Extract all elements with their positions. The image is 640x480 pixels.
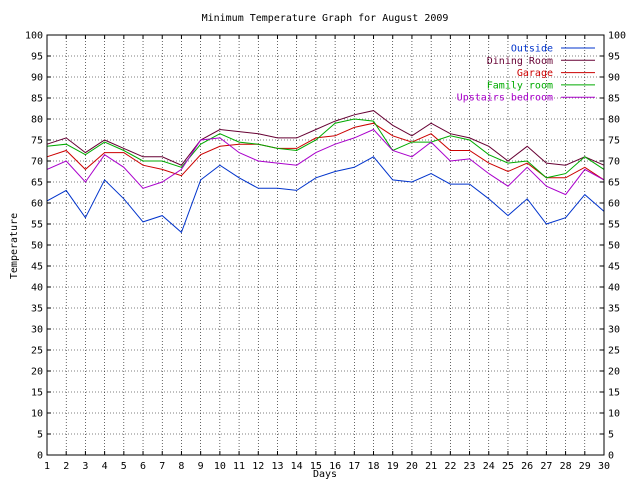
y-tick-label-right: 90 — [608, 73, 620, 84]
y-tick-label-left: 50 — [31, 241, 43, 252]
y-tick-label-left: 15 — [31, 388, 43, 399]
y-tick-label-left: 100 — [25, 31, 43, 42]
y-tick-label-left: 90 — [31, 73, 43, 84]
y-tick-label-left: 25 — [31, 346, 43, 357]
y-tick-label-left: 65 — [31, 178, 43, 189]
y-tick-label-left: 30 — [31, 325, 43, 336]
x-tick-label: 4 — [102, 461, 108, 472]
legend-label-family-room: Family room — [487, 80, 553, 91]
x-tick-label: 22 — [444, 461, 456, 472]
x-tick-label: 9 — [198, 461, 204, 472]
x-tick-label: 21 — [425, 461, 437, 472]
y-tick-label-left: 40 — [31, 283, 43, 294]
y-tick-label-right: 65 — [608, 178, 620, 189]
y-tick-label-right: 10 — [608, 409, 620, 420]
x-tick-label: 25 — [502, 461, 514, 472]
x-tick-label: 14 — [291, 461, 303, 472]
x-tick-label: 7 — [159, 461, 165, 472]
y-tick-label-right: 45 — [608, 262, 620, 273]
legend-label-outside: Outside — [511, 44, 553, 55]
y-tick-label-right: 100 — [608, 31, 626, 42]
series-line-dining-room — [46, 110, 605, 166]
x-tick-label: 11 — [233, 461, 245, 472]
series-line-upstairs-bedroom — [46, 128, 605, 196]
y-tick-label-right: 30 — [608, 325, 620, 336]
x-tick-label: 17 — [348, 461, 360, 472]
x-tick-label: 18 — [367, 461, 379, 472]
y-tick-label-right: 75 — [608, 136, 620, 147]
y-tick-label-left: 5 — [37, 430, 43, 441]
y-tick-label-right: 70 — [608, 157, 620, 168]
x-tick-label: 3 — [82, 461, 88, 472]
x-tick-label: 2 — [63, 461, 69, 472]
y-tick-label-right: 55 — [608, 220, 620, 231]
y-tick-label-left: 45 — [31, 262, 43, 273]
x-tick-label: 12 — [252, 461, 264, 472]
chart-title: Minimum Temperature Graph for August 200… — [202, 13, 449, 24]
x-tick-label: 26 — [521, 461, 533, 472]
y-tick-label-right: 25 — [608, 346, 620, 357]
y-tick-label-left: 35 — [31, 304, 43, 315]
x-tick-label: 10 — [214, 461, 226, 472]
series-line-family-room — [46, 118, 605, 179]
y-tick-label-right: 20 — [608, 367, 620, 378]
y-tick-label-left: 70 — [31, 157, 43, 168]
x-tick-label: 23 — [464, 461, 476, 472]
y-tick-label-left: 85 — [31, 94, 43, 105]
legend-label-dining-room: Dining Room — [487, 56, 553, 67]
x-tick-label: 24 — [483, 461, 495, 472]
y-tick-label-right: 50 — [608, 241, 620, 252]
y-tick-label-right: 80 — [608, 115, 620, 126]
y-tick-label-left: 20 — [31, 367, 43, 378]
y-tick-label-right: 15 — [608, 388, 620, 399]
y-tick-label-left: 60 — [31, 199, 43, 210]
x-tick-label: 1 — [44, 461, 50, 472]
x-tick-label: 28 — [560, 461, 572, 472]
y-tick-label-left: 55 — [31, 220, 43, 231]
y-tick-label-right: 0 — [608, 451, 614, 462]
x-axis-label: Days — [313, 469, 337, 480]
y-tick-label-left: 75 — [31, 136, 43, 147]
y-tick-label-right: 60 — [608, 199, 620, 210]
y-tick-label-right: 40 — [608, 283, 620, 294]
plot-frame — [46, 34, 605, 456]
x-tick-label: 6 — [140, 461, 146, 472]
x-tick-label: 5 — [121, 461, 127, 472]
y-tick-label-right: 5 — [608, 430, 614, 441]
x-tick-label: 15 — [310, 461, 322, 472]
series-line-garage — [46, 122, 605, 181]
x-tick-label: 29 — [579, 461, 591, 472]
y-tick-label-right: 35 — [608, 304, 620, 315]
x-tick-label: 20 — [406, 461, 418, 472]
x-tick-label: 13 — [271, 461, 283, 472]
x-tick-label: 8 — [178, 461, 184, 472]
x-tick-label: 27 — [540, 461, 552, 472]
y-tick-label-left: 95 — [31, 52, 43, 63]
y-tick-label-right: 85 — [608, 94, 620, 105]
x-tick-label: 30 — [598, 461, 610, 472]
y-axis-label: Temperature — [9, 213, 20, 279]
x-tick-label: 19 — [387, 461, 399, 472]
y-tick-label-right: 95 — [608, 52, 620, 63]
legend-label-upstairs-bedroom: Upstairs bedroom — [457, 93, 553, 104]
y-tick-label-left: 0 — [37, 451, 43, 462]
y-tick-label-left: 80 — [31, 115, 43, 126]
series-line-outside — [46, 156, 605, 234]
legend-label-garage: Garage — [517, 68, 553, 79]
series-lines — [46, 110, 605, 234]
y-tick-label-left: 10 — [31, 409, 43, 420]
x-tick-label: 16 — [329, 461, 341, 472]
